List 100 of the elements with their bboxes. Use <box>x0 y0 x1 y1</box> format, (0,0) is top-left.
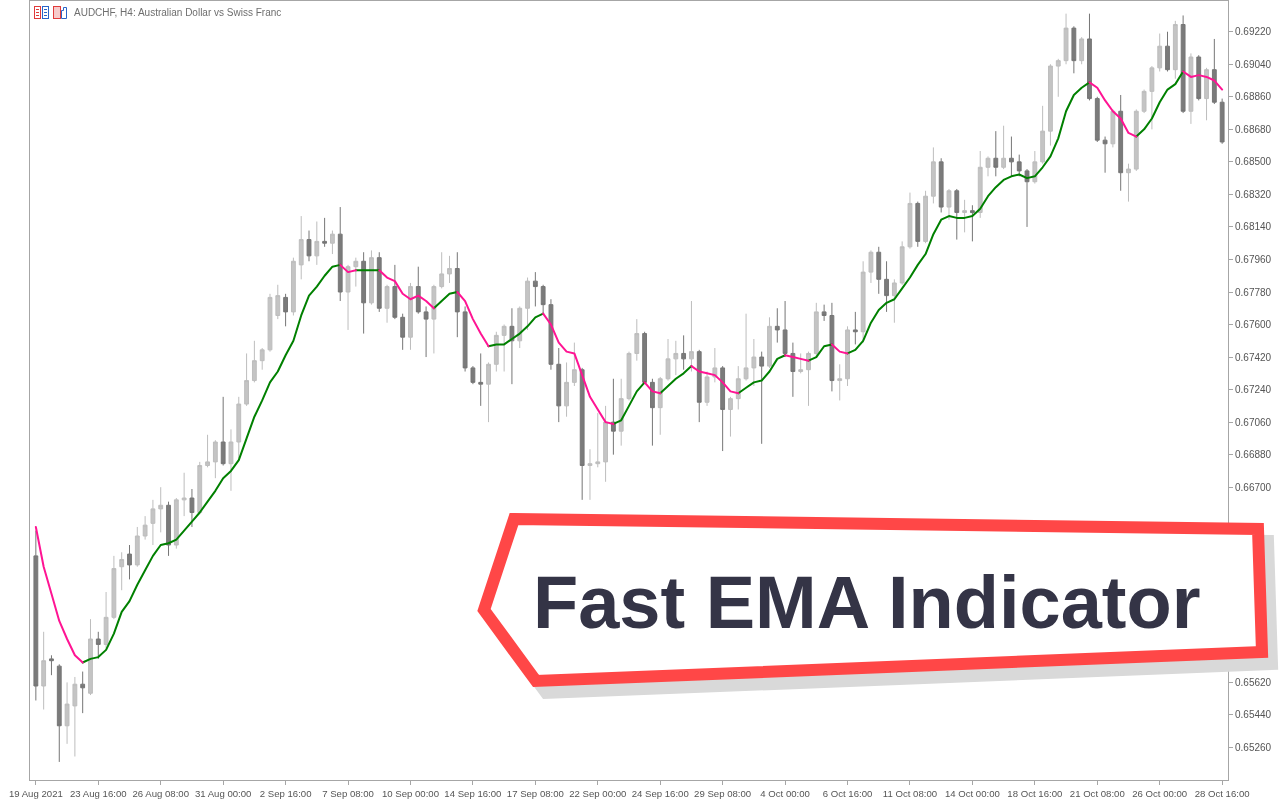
y-tick-label: 0.66880 <box>1235 449 1272 461</box>
candlestick <box>884 260 889 313</box>
x-tick-label: 29 Sep 08:00 <box>694 787 752 799</box>
candlestick <box>1079 36 1085 65</box>
candlestick <box>431 284 437 354</box>
annotation: Fast EMA Indicator <box>533 561 1201 644</box>
candlestick <box>1149 65 1155 130</box>
candlestick <box>1001 125 1007 170</box>
candlestick <box>462 305 468 373</box>
x-tick-label: 24 Sep 16:00 <box>631 787 689 799</box>
candlestick <box>181 472 187 517</box>
candlestick <box>314 221 320 266</box>
candlestick <box>415 266 421 315</box>
y-tick-label: 0.66700 <box>1235 481 1272 493</box>
candlestick <box>173 497 179 550</box>
candlestick <box>852 311 858 345</box>
candlestick <box>1009 136 1014 177</box>
candlestick <box>439 251 445 289</box>
candlestick <box>790 342 796 398</box>
candlestick <box>1063 13 1069 65</box>
y-tick-label: 0.67060 <box>1235 416 1272 428</box>
candlestick <box>689 300 694 373</box>
candlestick <box>1219 98 1225 145</box>
x-tick-label: 17 Sep 08:00 <box>506 787 564 799</box>
candlestick <box>915 201 921 248</box>
y-tick-label: 0.68680 <box>1235 123 1272 135</box>
candlestick <box>189 488 195 528</box>
candlestick <box>509 307 515 385</box>
candlestick <box>930 146 936 204</box>
candlestick <box>845 325 850 387</box>
candlestick <box>501 324 507 373</box>
candlestick <box>673 340 679 376</box>
y-tick-label: 0.65440 <box>1235 709 1272 721</box>
candlestick <box>478 352 484 407</box>
candlestick <box>322 217 328 248</box>
candlestick <box>220 396 226 467</box>
candlestick <box>197 461 203 515</box>
candlestick <box>938 157 944 213</box>
x-tick-label: 6 Oct 16:00 <box>822 787 873 799</box>
candlestick <box>899 240 905 286</box>
candlestick <box>1133 108 1139 172</box>
candlestick <box>33 530 39 701</box>
candlestick <box>376 251 382 313</box>
candlestick <box>548 298 554 371</box>
candlestick <box>1126 163 1131 203</box>
candlestick <box>150 499 156 546</box>
candlestick <box>1196 54 1202 101</box>
candlestick <box>891 278 897 324</box>
x-tick-label: 26 Oct 00:00 <box>1132 787 1188 799</box>
candlestick <box>564 361 569 418</box>
candlestick <box>306 230 312 262</box>
candlestick <box>969 204 975 242</box>
candlestick <box>1055 58 1061 98</box>
candlestick <box>166 501 171 557</box>
candlestick <box>595 412 601 468</box>
candlestick <box>993 130 999 177</box>
candlestick <box>1188 52 1194 125</box>
candlestick <box>400 313 406 351</box>
y-tick-label: 0.67600 <box>1235 319 1272 331</box>
candlestick <box>408 282 413 351</box>
candlestick <box>330 230 335 255</box>
candlestick <box>603 405 608 483</box>
candlestick <box>977 150 983 219</box>
x-tick-label: 2 Sep 16:00 <box>259 787 312 799</box>
candlestick <box>103 591 109 649</box>
candlestick <box>1172 20 1178 80</box>
candlestick <box>205 434 210 468</box>
y-tick-label: 0.69040 <box>1235 58 1272 70</box>
candlestick <box>127 544 132 580</box>
candlestick <box>782 300 788 358</box>
candlestick <box>290 257 296 316</box>
candlestick <box>486 361 491 423</box>
candlestick <box>337 206 343 302</box>
candlestick <box>1094 96 1100 143</box>
x-tick-label: 22 Sep 00:00 <box>569 787 627 799</box>
x-tick-label: 26 Aug 08:00 <box>132 787 190 799</box>
candlestick <box>111 555 117 620</box>
candlestick <box>696 349 702 423</box>
candlestick <box>228 428 234 492</box>
candlestick <box>392 264 398 320</box>
candlestick <box>540 284 546 315</box>
candlestick <box>212 439 218 479</box>
candlestick <box>1211 38 1217 105</box>
candlestick <box>1204 67 1209 121</box>
candlestick <box>798 352 804 374</box>
candlestick <box>532 271 538 307</box>
candlestick <box>525 277 530 331</box>
y-tick-label: 0.68860 <box>1235 91 1272 103</box>
candlestick <box>626 351 632 401</box>
candlestick <box>751 338 757 387</box>
candlestick <box>298 215 304 280</box>
candlestick <box>860 260 866 344</box>
candlestick <box>447 255 452 284</box>
candlestick <box>95 631 101 660</box>
x-tick-label: 19 Aug 2021 <box>8 787 63 799</box>
candlestick <box>119 551 125 591</box>
candlestick <box>56 663 62 763</box>
candlestick <box>251 340 257 383</box>
candlestick <box>49 654 54 676</box>
candlestick <box>767 316 772 369</box>
